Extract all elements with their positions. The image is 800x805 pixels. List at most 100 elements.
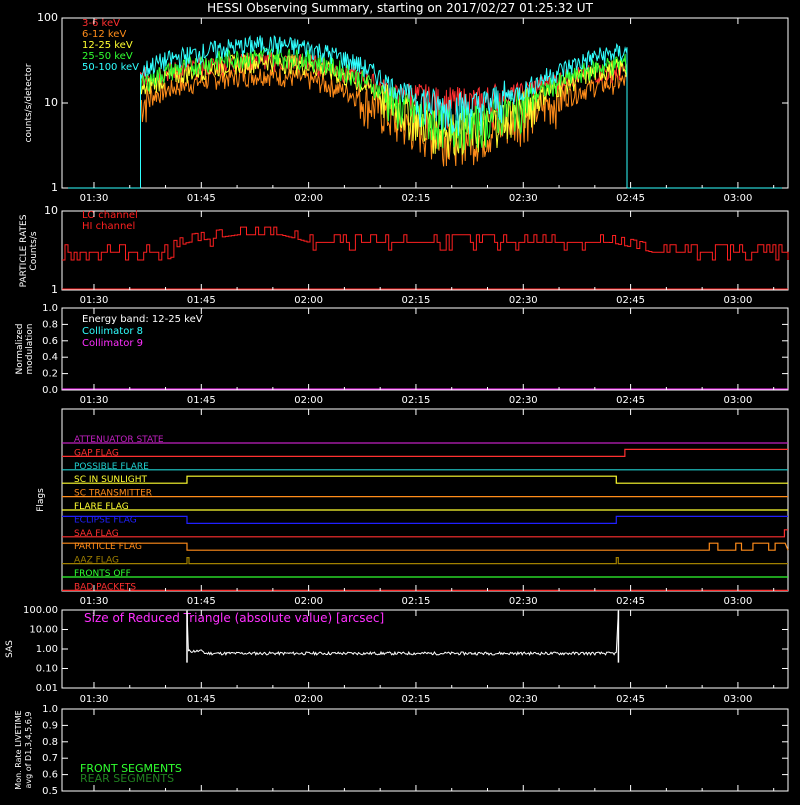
axes-ticks: 01:30 01:45 02:00 02:15 02:30 02:45 03:00 01:30… <box>23 11 788 797</box>
y-tick-label: 1.00 <box>36 644 58 655</box>
figure-title: HESSI Observing Summary, starting on 201… <box>207 1 593 15</box>
hi-channel-trace <box>62 226 789 261</box>
y-tick-label: 1.0 <box>42 704 58 715</box>
x-tick-label: 01:45 <box>187 395 216 406</box>
legend-entry: FRONT SEGMENTS <box>80 762 182 775</box>
flag-label: SC IN SUNLIGHT <box>74 475 148 485</box>
x-tick-label: 02:15 <box>402 395 431 406</box>
particle-rates-traces <box>62 226 789 290</box>
flag-label: BAD PACKETS <box>74 582 136 592</box>
legend-entry: LO channel <box>82 210 138 221</box>
legend-entry: 6-12 keV <box>82 29 126 40</box>
y-tick-label: 0.01 <box>36 683 58 694</box>
y-tick-label: 0.10 <box>36 664 58 675</box>
x-tick-label: 02:15 <box>402 596 431 607</box>
y-tick-label: 0.8 <box>42 319 58 330</box>
legend-entry: 3-6 keV <box>82 18 120 29</box>
x-tick-label: 01:45 <box>187 295 216 306</box>
x-tick-label: 02:15 <box>402 694 431 705</box>
modulation-ylabel: Normalizedmodulation <box>15 323 35 374</box>
y-tick-label: 1 <box>51 283 58 296</box>
x-tick-label: 03:00 <box>724 193 753 204</box>
flag-line <box>62 529 788 538</box>
y-tick-label: 0.0 <box>42 385 58 396</box>
x-tick-label: 03:00 <box>724 395 753 406</box>
series-trace <box>140 66 628 188</box>
y-tick-label: 0.8 <box>42 737 58 748</box>
x-tick-label: 02:00 <box>294 596 323 607</box>
x-tick-label: 02:00 <box>294 694 323 705</box>
x-tick-label: 02:30 <box>509 295 538 306</box>
x-tick-label: 01:45 <box>187 193 216 204</box>
x-tick-label: 03:00 <box>724 295 753 306</box>
y-tick-label: 0.2 <box>42 369 58 380</box>
y-tick-label: 10 <box>44 204 58 217</box>
y-tick-label: 0.4 <box>42 352 58 363</box>
flag-line <box>62 557 788 565</box>
sas-trace <box>186 609 620 663</box>
y-tick-label: 0.6 <box>42 336 58 347</box>
x-tick-label: 02:45 <box>616 395 645 406</box>
flag-label: POSSIBLE FLARE <box>74 462 149 472</box>
y-tick-label: 10.00 <box>29 625 58 636</box>
y-tick-label: 0.5 <box>42 786 58 797</box>
livetime-frame <box>61 708 789 792</box>
flags-ylabel: Flags <box>36 488 46 512</box>
legend-entry: Collimator 8 <box>82 326 143 337</box>
legend-entry: Collimator 9 <box>82 338 143 349</box>
particle-rates-frame <box>61 210 789 291</box>
flags-lines: ATTENUATOR STATE GAP FLAG POSSIBLE FLARE SC… <box>62 435 789 592</box>
livetime-ylabel: Mon. Rate LIVETIMEavg of D1,3,4,5,6,9 <box>14 710 33 789</box>
x-tick-label: 01:30 <box>80 694 109 705</box>
sas-series-trace <box>186 609 619 657</box>
flag-label: AAZ FLAG <box>74 556 119 566</box>
x-tick-label: 02:00 <box>294 395 323 406</box>
x-tick-label: 02:45 <box>616 694 645 705</box>
x-tick-label: 01:45 <box>187 694 216 705</box>
legend-entry: 12-25 keV <box>82 40 133 51</box>
x-tick-label: 02:45 <box>616 193 645 204</box>
legend-entry: HI channel <box>82 221 135 232</box>
particle-rates-ylabel: PARTICLE RATESCounts/s <box>19 214 39 287</box>
flag-label: ATTENUATOR STATE <box>74 435 164 445</box>
flag-label: FRONTS OFF <box>74 569 131 579</box>
flag-label: SC TRANSMITTER <box>74 489 152 499</box>
y-tick-label: 100 <box>37 11 58 24</box>
x-tick-label: 02:00 <box>294 193 323 204</box>
legend-entry: REAR SEGMENTS <box>80 772 174 785</box>
count-rates-ylabel: counts/s/detector <box>24 63 34 142</box>
modulation-panel: Normalizedmodulation Energy band: 12-25 … <box>15 307 789 391</box>
x-tick-label: 02:15 <box>402 193 431 204</box>
y-tick-label: 10 <box>44 96 58 109</box>
x-tick-label: 03:00 <box>724 694 753 705</box>
y-tick-label: 1.0 <box>42 303 58 314</box>
flag-line <box>62 475 788 484</box>
x-tick-label: 02:30 <box>509 694 538 705</box>
flag-label: GAP FLAG <box>74 448 119 458</box>
legend-entry: 50-100 keV <box>82 62 139 73</box>
x-tick-label: 02:30 <box>509 395 538 406</box>
x-tick-label: 02:00 <box>294 295 323 306</box>
x-tick-label: 01:30 <box>80 395 109 406</box>
energy-band-annotation: Energy band: 12-25 keV <box>82 314 203 325</box>
legend-entry: 25-50 keV <box>82 51 133 62</box>
series-trace <box>140 47 628 188</box>
sas-series-label: Size of Reduced Triangle (absolute value… <box>84 611 384 625</box>
flag-label: ECLIPSE FLAG <box>74 515 137 525</box>
flag-line <box>62 448 788 457</box>
x-tick-label: 01:30 <box>80 295 109 306</box>
x-tick-label: 02:30 <box>509 193 538 204</box>
series-trace <box>140 34 628 188</box>
x-tick-label: 01:45 <box>187 596 216 607</box>
flag-label: SAA FLAG <box>74 529 119 539</box>
flag-label: FLARE FLAG <box>74 502 129 512</box>
y-tick-label: 1 <box>51 181 58 194</box>
flag-line <box>62 515 788 524</box>
